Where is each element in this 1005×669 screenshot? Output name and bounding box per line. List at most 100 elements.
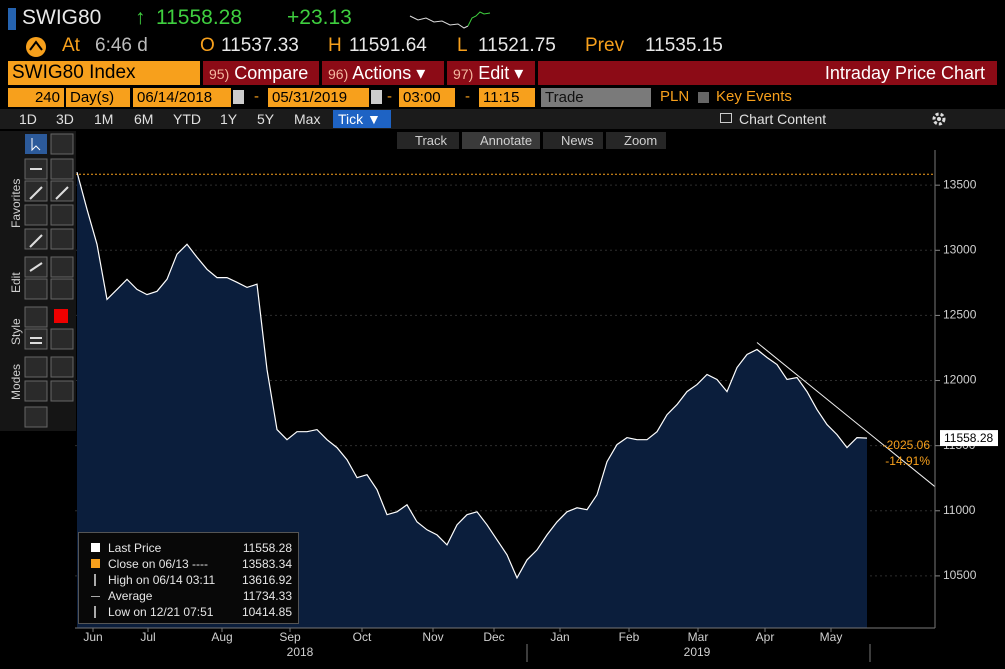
- days-unit[interactable]: Day(s): [66, 88, 130, 107]
- separator: -: [254, 88, 259, 105]
- last-price-tag-box: [940, 430, 998, 447]
- y-tick-label: 12000: [943, 373, 977, 387]
- trendline-label: -14.91%: [885, 454, 930, 468]
- high: 11591.64: [349, 35, 427, 56]
- y-tick-label: 10500: [943, 568, 977, 582]
- y-tick-label: 11000: [943, 503, 976, 517]
- price-area: [77, 172, 867, 628]
- legend-swatch: [91, 559, 100, 568]
- x-tick-label: Mar: [688, 630, 709, 644]
- period-button[interactable]: 5Y: [257, 111, 275, 127]
- x-tick-label: Oct: [353, 630, 372, 644]
- compare-button[interactable]: 95) Compare: [203, 61, 319, 85]
- start-time[interactable]: 03:00: [399, 88, 455, 107]
- legend-icon: [94, 574, 96, 586]
- period-button[interactable]: Max: [294, 111, 321, 127]
- x-tick-label: Apr: [756, 630, 775, 644]
- x-tick-label: Nov: [422, 630, 443, 644]
- high-label: H: [328, 35, 342, 56]
- period-button[interactable]: 3D: [56, 111, 74, 127]
- button-label: Compare: [234, 63, 309, 83]
- separator: -: [387, 88, 392, 105]
- trendline: [756, 342, 936, 488]
- legend-value: 13616.92: [241, 573, 292, 587]
- open: 11537.33: [221, 35, 299, 56]
- y-tick-label: 12500: [943, 308, 977, 322]
- clock-icon: [26, 37, 46, 57]
- side-tab[interactable]: Edit: [9, 272, 23, 293]
- low: 11521.75: [478, 35, 556, 56]
- sparkline: [409, 11, 491, 29]
- period-button[interactable]: 1M: [94, 111, 114, 127]
- separator: -: [465, 88, 470, 105]
- legend: [78, 532, 299, 624]
- year-label: 2019: [684, 645, 711, 659]
- checkbox[interactable]: [698, 92, 709, 103]
- start-date[interactable]: 06/14/2018: [133, 88, 231, 107]
- side-tab[interactable]: Modes: [9, 363, 23, 400]
- x-tick-label: Feb: [619, 630, 640, 644]
- y-tick-label: 13000: [943, 242, 977, 256]
- button-number: 96): [328, 66, 349, 82]
- legend-value: 10414.85: [241, 605, 292, 619]
- last-price-tag: 11558.28: [944, 431, 993, 445]
- x-tick-label: Sep: [279, 630, 301, 644]
- year-label: 2018: [287, 645, 314, 659]
- period-button[interactable]: 6M: [134, 111, 154, 127]
- x-tick-label: Jul: [140, 630, 155, 644]
- zoom-tool[interactable]: Zoom: [606, 132, 666, 149]
- button-label: Actions ▾: [352, 63, 426, 83]
- legend-label: Average: [108, 589, 153, 603]
- ticker-marker: [8, 8, 16, 30]
- days-field[interactable]: 240: [8, 88, 64, 107]
- price-line: [76, 171, 868, 580]
- x-tick-label: Aug: [211, 630, 232, 644]
- legend-value: 13583.34: [241, 557, 292, 571]
- calendar-icon[interactable]: [233, 90, 244, 104]
- legend-value: 11558.28: [242, 541, 292, 555]
- x-tick-label: Jan: [550, 630, 569, 644]
- trendline-label: -2025.06: [883, 438, 931, 452]
- track-tool[interactable]: Track: [397, 132, 459, 149]
- side-tab[interactable]: Favorites: [9, 178, 23, 228]
- page-title: Intraday Price Chart: [538, 61, 997, 85]
- time: 6:46 d: [95, 35, 148, 56]
- drawing-tools[interactable]: [24, 133, 76, 428]
- annotate-tool[interactable]: Annotate: [462, 132, 540, 149]
- calendar-icon[interactable]: [371, 90, 382, 104]
- change: +23.13: [287, 6, 352, 29]
- legend-label: Close on 06/13 ----: [108, 557, 209, 571]
- legend-label: Last Price: [108, 541, 162, 555]
- time-label: At: [62, 35, 80, 56]
- field-select[interactable]: Trade: [541, 88, 651, 107]
- button-label: Edit ▾: [478, 63, 524, 83]
- legend-swatch: [91, 543, 100, 552]
- period-button[interactable]: 1Y: [220, 111, 238, 127]
- direction: ↑: [135, 6, 146, 29]
- legend-value: 11734.33: [242, 589, 292, 603]
- currency: PLN: [660, 88, 690, 105]
- end-date[interactable]: 05/31/2019: [268, 88, 369, 107]
- period-bar: [0, 109, 1005, 129]
- period-button[interactable]: 1D: [19, 111, 37, 127]
- chart-content[interactable]: Chart Content: [739, 111, 827, 127]
- period-button[interactable]: YTD: [173, 111, 201, 127]
- y-tick-label: 13500: [943, 177, 977, 191]
- security-field[interactable]: SWIG80 Index: [8, 61, 200, 85]
- legend-label: High on 06/14 03:11: [108, 573, 216, 587]
- last-price: 11558.28: [156, 6, 243, 29]
- end-time[interactable]: 11:15: [479, 88, 535, 107]
- settings-icon[interactable]: [931, 111, 947, 127]
- legend-icon: [94, 606, 96, 618]
- ticker: SWIG80: [22, 6, 102, 29]
- period-button-active[interactable]: Tick ▼: [333, 110, 391, 128]
- side-tab[interactable]: Style: [9, 318, 23, 345]
- news-tool[interactable]: News: [543, 132, 603, 149]
- prev-label: Prev: [585, 35, 625, 56]
- button-number: 95): [209, 66, 230, 82]
- actions-button[interactable]: 96) Actions ▾: [322, 61, 444, 85]
- x-tick-label: Jun: [83, 630, 102, 644]
- edit-button[interactable]: 97) Edit ▾: [447, 61, 535, 85]
- x-tick-label: Dec: [483, 630, 504, 644]
